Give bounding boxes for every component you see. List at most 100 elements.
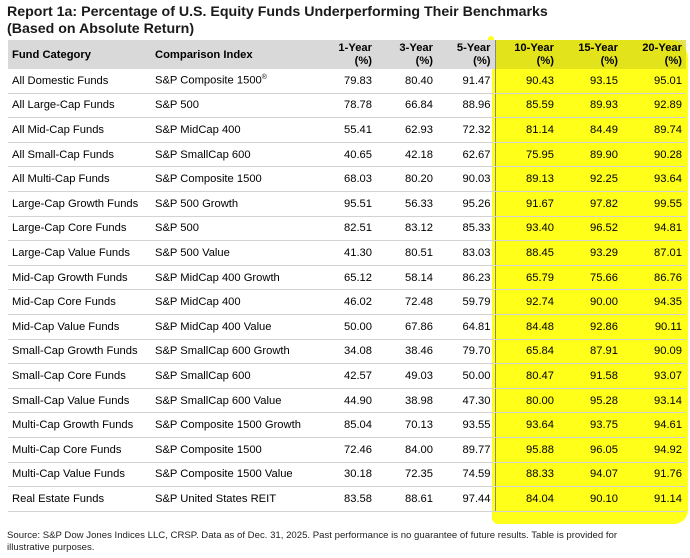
value-cell-5-year: 97.44 [437, 486, 496, 512]
value-cell-15-year: 93.29 [558, 240, 622, 266]
value-cell-10-year: 91.67 [495, 191, 558, 217]
value-cell-3-year: 62.93 [376, 117, 437, 143]
title-line-2: (Based on Absolute Return) [7, 21, 195, 37]
value-cell-10-year: 90.43 [495, 69, 558, 94]
comparison-index-text: S&P SmallCap 600 Value [155, 394, 282, 407]
table-row: All Small-Cap Funds S&P SmallCap 600 40.65… [8, 142, 686, 168]
value-cell-10-year: 65.79 [495, 265, 558, 291]
value-cell-3-year: 70.13 [376, 412, 437, 438]
value-cell-1-year: 82.51 [316, 216, 376, 242]
value-cell-1-year: 46.02 [316, 289, 376, 315]
value-cell-15-year: 90.00 [558, 289, 622, 315]
comparison-index-cell: S&P 500 [151, 93, 316, 119]
value-cell-15-year: 93.75 [558, 412, 622, 438]
comparison-index-text: S&P 500 [155, 99, 199, 112]
comparison-index-cell: S&P MidCap 400 [151, 117, 316, 143]
fund-category-cell: All Mid-Cap Funds [8, 117, 151, 143]
value-cell-5-year: 95.26 [437, 191, 496, 217]
value-cell-3-year: 88.61 [376, 486, 437, 512]
value-cell-15-year: 95.28 [558, 388, 622, 414]
value-cell-20-year: 95.01 [622, 69, 686, 94]
value-cell-20-year: 91.76 [622, 462, 686, 488]
value-cell-15-year: 96.05 [558, 437, 622, 463]
header-5-year-label: 5-Year [456, 41, 491, 54]
value-cell-3-year: 72.48 [376, 289, 437, 315]
value-cell-20-year: 99.55 [622, 191, 686, 217]
table-row: Real Estate Funds S&P United States REIT 8… [8, 486, 686, 512]
report-title: Report 1a: Percentage of U.S. Equity Fun… [7, 4, 548, 38]
value-cell-20-year: 91.14 [622, 486, 686, 512]
fund-category-cell: Real Estate Funds [8, 486, 151, 512]
value-cell-15-year: 94.07 [558, 462, 622, 488]
comparison-index-text: S&P MidCap 400 [155, 123, 241, 136]
fund-category-cell: Small-Cap Core Funds [8, 363, 151, 389]
value-cell-3-year: 66.84 [376, 93, 437, 119]
header-unit: (%) [600, 54, 618, 67]
value-cell-1-year: 78.78 [316, 93, 376, 119]
fund-category-cell: Multi-Cap Core Funds [8, 437, 151, 463]
table-row: Multi-Cap Core Funds S&P Composite 1500 72… [8, 437, 686, 463]
value-cell-10-year: 88.33 [495, 462, 558, 488]
header-20-year-label: 20-Year [642, 41, 682, 54]
comparison-index-text: S&P Composite 1500 Growth [155, 419, 301, 432]
comparison-index-cell: S&P SmallCap 600 Growth [151, 339, 316, 365]
table-row: Large-Cap Value Funds S&P 500 Value 41.30 8… [8, 240, 686, 266]
header-5-year: 5-Year (%) [437, 40, 496, 69]
value-cell-5-year: 62.67 [437, 142, 496, 168]
table-row: Mid-Cap Value Funds S&P MidCap 400 Value 5… [8, 314, 686, 340]
comparison-index-cell: S&P United States REIT [151, 486, 316, 512]
value-cell-20-year: 94.35 [622, 289, 686, 315]
value-cell-10-year: 81.14 [495, 117, 558, 143]
value-cell-1-year: 72.46 [316, 437, 376, 463]
comparison-index-text: S&P MidCap 400 [155, 296, 241, 309]
comparison-index-text: S&P Composite 1500 Value [155, 468, 293, 481]
comparison-index-cell: S&P Composite 1500 Value [151, 462, 316, 488]
value-cell-20-year: 90.09 [622, 339, 686, 365]
value-cell-20-year: 94.92 [622, 437, 686, 463]
fund-category-cell: All Domestic Funds [8, 69, 151, 94]
comparison-index-cell: S&P SmallCap 600 Value [151, 388, 316, 414]
value-cell-1-year: 30.18 [316, 462, 376, 488]
value-cell-5-year: 89.77 [437, 437, 496, 463]
value-cell-10-year: 89.13 [495, 166, 558, 192]
value-cell-15-year: 89.93 [558, 93, 622, 119]
header-comparison-index: Comparison Index [151, 40, 316, 69]
header-unit: (%) [354, 54, 372, 67]
fund-category-cell: Mid-Cap Core Funds [8, 289, 151, 315]
value-cell-3-year: 49.03 [376, 363, 437, 389]
value-cell-1-year: 40.65 [316, 142, 376, 168]
value-cell-10-year: 84.48 [495, 314, 558, 340]
header-unit: (%) [536, 54, 554, 67]
comparison-index-text: S&P Composite 1500 [155, 443, 262, 456]
header-15-year-label: 15-Year [578, 41, 618, 54]
value-cell-15-year: 97.82 [558, 191, 622, 217]
value-cell-10-year: 80.00 [495, 388, 558, 414]
comparison-index-text: S&P MidCap 400 Growth [155, 271, 280, 284]
table-row: Mid-Cap Core Funds S&P MidCap 400 46.02 72.… [8, 289, 686, 315]
value-cell-5-year: 85.33 [437, 216, 496, 242]
value-cell-1-year: 83.58 [316, 486, 376, 512]
value-cell-5-year: 83.03 [437, 240, 496, 266]
comparison-index-cell: S&P MidCap 400 [151, 289, 316, 315]
value-cell-20-year: 93.07 [622, 363, 686, 389]
value-cell-5-year: 93.55 [437, 412, 496, 438]
comparison-index-cell: S&P 500 Growth [151, 191, 316, 217]
value-cell-15-year: 75.66 [558, 265, 622, 291]
comparison-index-cell: S&P SmallCap 600 [151, 363, 316, 389]
value-cell-15-year: 87.91 [558, 339, 622, 365]
header-1-year: 1-Year (%) [316, 40, 376, 69]
comparison-index-cell: S&P MidCap 400 Growth [151, 265, 316, 291]
comparison-index-text: S&P 500 Growth [155, 197, 239, 210]
fund-category-cell: Large-Cap Core Funds [8, 216, 151, 242]
value-cell-3-year: 83.12 [376, 216, 437, 242]
value-cell-5-year: 74.59 [437, 462, 496, 488]
header-15-year: 15-Year (%) [558, 40, 622, 69]
value-cell-20-year: 90.28 [622, 142, 686, 168]
header-3-year-label: 3-Year [399, 41, 433, 54]
fund-category-cell: Multi-Cap Growth Funds [8, 412, 151, 438]
value-cell-20-year: 90.11 [622, 314, 686, 340]
value-cell-20-year: 86.76 [622, 265, 686, 291]
comparison-index-text: S&P SmallCap 600 [155, 148, 251, 161]
underperformance-table: Fund Category Comparison Index 1-Year (%)… [8, 40, 686, 512]
comparison-index-cell: S&P SmallCap 600 [151, 142, 316, 168]
